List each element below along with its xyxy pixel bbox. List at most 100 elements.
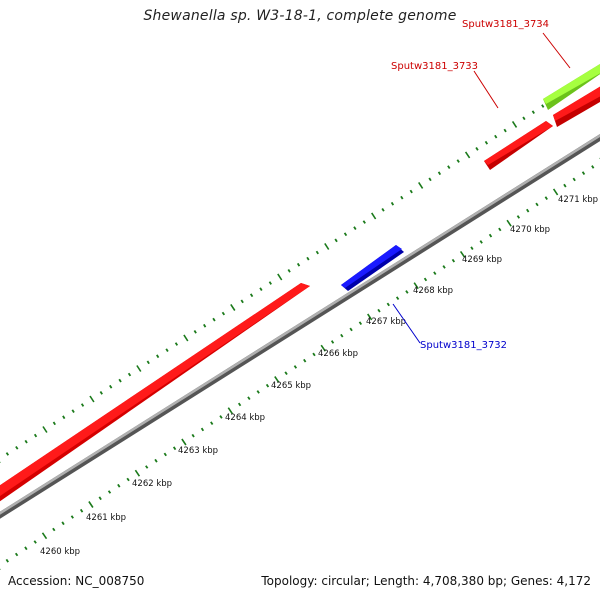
major-tick <box>41 532 48 540</box>
minor-tick <box>470 246 474 250</box>
gene-labels: Sputw3181_3734 Sputw3181_3733 Sputw3181_… <box>391 19 571 351</box>
minor-tick <box>165 348 169 352</box>
gene-feature-red-long[interactable] <box>0 283 310 504</box>
minor-tick <box>343 232 348 237</box>
minor-tick <box>145 465 149 469</box>
minor-tick <box>423 277 428 282</box>
minor-tick <box>5 558 9 563</box>
minor-tick <box>437 171 442 176</box>
genome-summary-text: Topology: circular; Length: 4,708,380 bp… <box>261 574 591 588</box>
minor-tick <box>451 258 456 263</box>
minor-tick <box>247 396 251 401</box>
minor-tick <box>117 483 121 488</box>
minor-tick <box>127 372 132 377</box>
minor-tick <box>428 177 432 182</box>
gene-feature-sputw3181-3732[interactable] <box>341 245 404 291</box>
minor-tick <box>541 104 545 108</box>
gene-label-sputw3181-3734[interactable]: Sputw3181_3734 <box>462 19 549 30</box>
minor-tick <box>210 421 214 426</box>
minor-tick <box>400 195 404 200</box>
major-tick <box>320 344 326 352</box>
minor-tick <box>447 165 451 169</box>
minor-tick <box>395 296 400 301</box>
gene-feature-sputw3181-3734[interactable] <box>543 64 600 110</box>
minor-tick <box>334 238 338 243</box>
minor-tick <box>156 354 160 359</box>
minor-tick <box>24 546 28 551</box>
reverse-strand-genes <box>341 245 404 291</box>
major-tick <box>134 469 141 477</box>
minor-tick <box>118 378 122 383</box>
scale-label: 4266 kbp <box>318 349 358 359</box>
minor-tick <box>99 391 103 395</box>
minor-tick <box>358 321 363 326</box>
leader-line-sputw3181-3733 <box>473 70 499 109</box>
major-tick <box>89 395 95 403</box>
minor-tick <box>522 116 526 121</box>
minor-tick <box>516 215 521 219</box>
minor-tick <box>581 171 586 175</box>
major-tick <box>459 250 466 258</box>
minor-tick <box>71 409 75 413</box>
scale-label: 4264 kbp <box>225 413 265 423</box>
minor-tick <box>203 323 207 328</box>
minor-tick <box>15 445 19 450</box>
minor-tick <box>572 177 576 182</box>
major-tick <box>42 426 48 433</box>
minor-tick <box>191 433 195 438</box>
minor-tick <box>126 477 130 482</box>
minor-tick <box>98 496 102 501</box>
leader-line-sputw3181-3734 <box>542 32 571 69</box>
major-tick <box>552 188 559 196</box>
minor-tick <box>287 269 291 273</box>
minor-tick <box>296 262 301 267</box>
minor-tick <box>172 446 177 451</box>
minor-tick <box>494 134 498 139</box>
gene-feature-red-right[interactable] <box>553 83 600 127</box>
minor-tick <box>219 415 223 419</box>
forward-strand-genes <box>0 64 600 504</box>
minor-tick <box>52 421 56 426</box>
gene-label-sputw3181-3732[interactable]: Sputw3181_3732 <box>420 340 507 351</box>
minor-tick <box>479 240 483 244</box>
minor-tick <box>315 250 319 255</box>
scale-label: 4267 kbp <box>366 317 406 327</box>
inner-tick-track <box>0 157 600 570</box>
minor-tick <box>591 165 595 169</box>
minor-tick <box>33 433 38 438</box>
scale-label: 4271 kbp <box>558 195 598 205</box>
scale-label: 4263 kbp <box>178 446 218 456</box>
minor-tick <box>386 302 390 307</box>
minor-tick <box>340 333 344 338</box>
gene-label-sputw3181-3733[interactable]: Sputw3181_3733 <box>391 61 478 72</box>
minor-tick <box>330 340 335 344</box>
major-tick <box>274 376 280 383</box>
minor-tick <box>442 265 446 269</box>
minor-tick <box>409 189 413 194</box>
minor-tick <box>163 452 167 457</box>
minor-tick <box>107 490 112 494</box>
gene-feature-sputw3181-3733[interactable] <box>484 121 553 170</box>
minor-tick <box>531 110 535 114</box>
scale-label: 4270 kbp <box>510 225 550 235</box>
minor-tick <box>377 308 381 313</box>
minor-tick <box>390 201 395 206</box>
minor-tick <box>544 196 548 200</box>
major-tick <box>277 273 283 281</box>
scale-label: 4265 kbp <box>271 381 311 391</box>
scale-labels: 4260 kbp 4261 kbp 4262 kbp 4263 kbp 4264… <box>40 195 598 557</box>
scale-label: 4262 kbp <box>132 479 172 489</box>
minor-tick <box>405 290 409 294</box>
minor-tick <box>80 403 85 407</box>
minor-tick <box>381 208 385 212</box>
minor-tick <box>362 220 366 224</box>
major-tick <box>183 334 189 342</box>
outer-tick-track <box>0 67 600 463</box>
scale-label: 4269 kbp <box>462 255 502 265</box>
minor-tick <box>24 439 28 444</box>
minor-tick <box>200 427 205 432</box>
minor-tick <box>456 159 460 163</box>
minor-tick <box>265 383 270 388</box>
